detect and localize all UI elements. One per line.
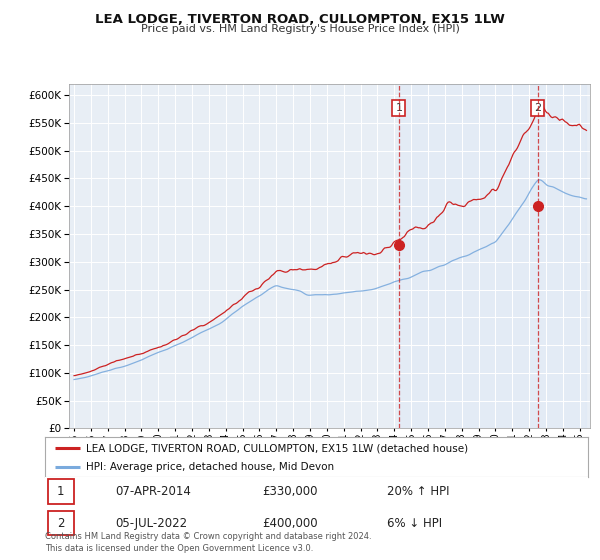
Text: Price paid vs. HM Land Registry's House Price Index (HPI): Price paid vs. HM Land Registry's House … xyxy=(140,24,460,34)
Text: £400,000: £400,000 xyxy=(262,516,318,530)
Text: 6% ↓ HPI: 6% ↓ HPI xyxy=(387,516,442,530)
Text: 05-JUL-2022: 05-JUL-2022 xyxy=(116,516,188,530)
Text: HPI: Average price, detached house, Mid Devon: HPI: Average price, detached house, Mid … xyxy=(86,463,334,473)
Text: 07-APR-2014: 07-APR-2014 xyxy=(116,485,191,498)
Text: Contains HM Land Registry data © Crown copyright and database right 2024.
This d: Contains HM Land Registry data © Crown c… xyxy=(45,533,371,553)
Text: 1: 1 xyxy=(395,103,403,113)
Text: 2: 2 xyxy=(57,516,64,530)
Text: LEA LODGE, TIVERTON ROAD, CULLOMPTON, EX15 1LW: LEA LODGE, TIVERTON ROAD, CULLOMPTON, EX… xyxy=(95,12,505,26)
Text: £330,000: £330,000 xyxy=(262,485,318,498)
Text: 20% ↑ HPI: 20% ↑ HPI xyxy=(387,485,449,498)
Text: 1: 1 xyxy=(57,485,64,498)
Text: LEA LODGE, TIVERTON ROAD, CULLOMPTON, EX15 1LW (detached house): LEA LODGE, TIVERTON ROAD, CULLOMPTON, EX… xyxy=(86,443,469,453)
FancyBboxPatch shape xyxy=(48,479,74,504)
Bar xyxy=(399,84,586,428)
FancyBboxPatch shape xyxy=(48,511,74,535)
Text: 2: 2 xyxy=(534,103,541,113)
